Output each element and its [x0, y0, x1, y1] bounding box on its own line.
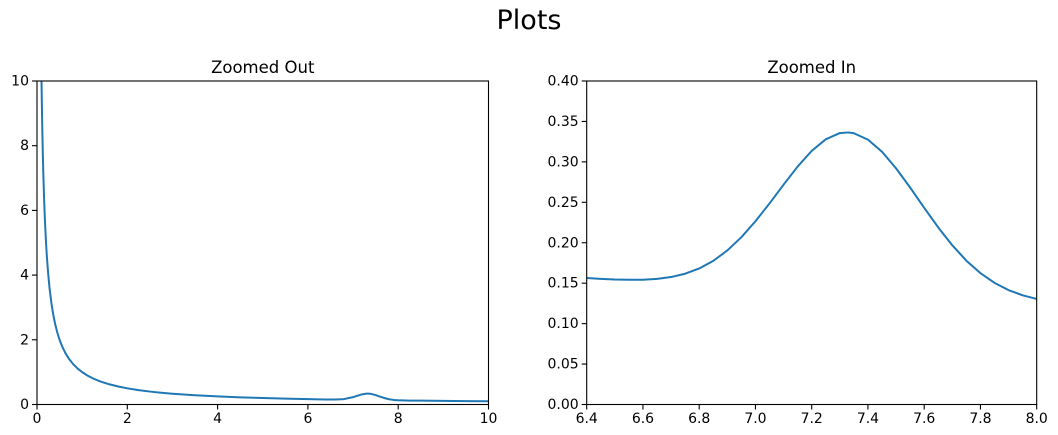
y-tick-label: 0.00: [548, 397, 579, 413]
y-tick-label: 10: [11, 74, 29, 90]
y-tick-label: 0.20: [548, 235, 579, 251]
subplot-title: Zoomed In: [767, 58, 856, 77]
y-tick-label: 0.25: [548, 195, 579, 211]
x-tick-label: 10: [480, 411, 498, 427]
x-tick-label: 6.6: [632, 411, 654, 427]
y-tick-label: 0.10: [548, 316, 579, 332]
y-tick-label: 0.15: [548, 276, 579, 292]
x-tick-label: 7.8: [969, 411, 991, 427]
series-line-zoomed-out: [40, 81, 489, 403]
y-tick-label: 2: [20, 332, 29, 348]
x-tick-label: 6.8: [688, 411, 710, 427]
axes-spines: [36, 80, 490, 406]
x-tick-label: 6.4: [576, 411, 598, 427]
y-tick-label: 0.40: [548, 74, 579, 90]
x-tick-label: 8: [394, 411, 403, 427]
subplot-zoomed-out: Zoomed Out 0 2 4 6 8 10 0 2 4 6 8 10: [11, 58, 497, 427]
y-tick-label: 6: [20, 203, 29, 219]
x-tick-label: 7.6: [913, 411, 935, 427]
axes-spines: [586, 80, 1038, 406]
x-tick-label: 4: [213, 411, 222, 427]
x-tick-label: 7.4: [857, 411, 879, 427]
x-tick-label: 0: [33, 411, 42, 427]
y-tick-label: 8: [20, 138, 29, 154]
figure-title: Plots: [496, 5, 562, 36]
x-tick-label: 6: [303, 411, 312, 427]
x-tick-label: 7.2: [801, 411, 823, 427]
y-tick-label: 0.30: [548, 154, 579, 170]
subplot-zoomed-in: Zoomed In 6.4 6.6 6.8 7.0 7.2 7.4 7.6 7.8 8.0 0.00…: [548, 58, 1048, 427]
x-tick-label: 8.0: [1026, 411, 1048, 427]
y-tick-label: 0.05: [548, 357, 579, 373]
series-line-zoomed-in: [586, 131, 1037, 300]
x-tick-label: 2: [123, 411, 132, 427]
y-tick-label: 0: [20, 397, 29, 413]
y-tick-label: 4: [20, 268, 29, 284]
subplot-title: Zoomed Out: [211, 58, 315, 77]
y-tick-label: 0.35: [548, 114, 579, 130]
x-tick-label: 7.0: [744, 411, 766, 427]
